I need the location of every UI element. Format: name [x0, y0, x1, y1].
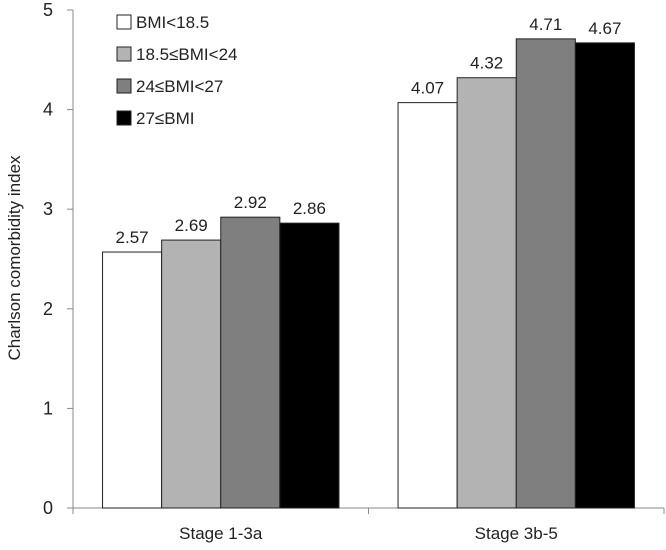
data-label: 4.32 [470, 54, 503, 73]
legend-label: 27≤BMI [136, 109, 194, 128]
bar [574, 42, 635, 509]
y-tick-label: 5 [43, 0, 53, 20]
data-label: 4.67 [588, 19, 621, 38]
bar [102, 251, 163, 509]
legend-swatch [116, 14, 132, 30]
y-tick-label: 2 [43, 299, 53, 319]
data-label: 4.71 [529, 15, 562, 34]
data-label: 2.86 [293, 199, 326, 218]
legend-swatch [116, 46, 132, 62]
bars [102, 38, 635, 509]
y-tick-label: 3 [43, 199, 53, 219]
bar [161, 239, 222, 509]
bar [456, 77, 517, 509]
legend-swatch [116, 110, 132, 126]
data-label: 4.07 [411, 79, 444, 98]
legend-label: 24≤BMI<27 [136, 77, 223, 96]
x-tick-label: Stage 1-3a [179, 524, 263, 543]
x-tick-label: Stage 3b-5 [475, 524, 558, 543]
y-tick-label: 0 [43, 498, 53, 518]
legend-label: BMI<18.5 [136, 13, 209, 32]
legend: BMI<18.5 18.5≤BMI<24 24≤BMI<27 27≤BMI [116, 13, 237, 128]
bar [515, 38, 576, 509]
bar [397, 102, 458, 509]
bar [279, 222, 340, 509]
data-label: 2.57 [116, 228, 149, 247]
y-tick-label: 1 [43, 398, 53, 418]
x-ticks: Stage 1-3a Stage 3b-5 [72, 508, 665, 543]
bar [220, 216, 281, 509]
y-axis-title: Charlson comorbidity index [5, 155, 24, 361]
legend-swatch [116, 78, 132, 94]
y-tick-label: 4 [43, 100, 53, 120]
y-ticks: 0 1 2 3 4 5 [43, 0, 73, 518]
data-label: 2.92 [234, 193, 267, 212]
data-label: 2.69 [175, 216, 208, 235]
legend-label: 18.5≤BMI<24 [136, 45, 237, 64]
data-labels: 2.57 2.69 2.92 2.86 4.07 4.32 4.71 4.67 [116, 15, 622, 247]
